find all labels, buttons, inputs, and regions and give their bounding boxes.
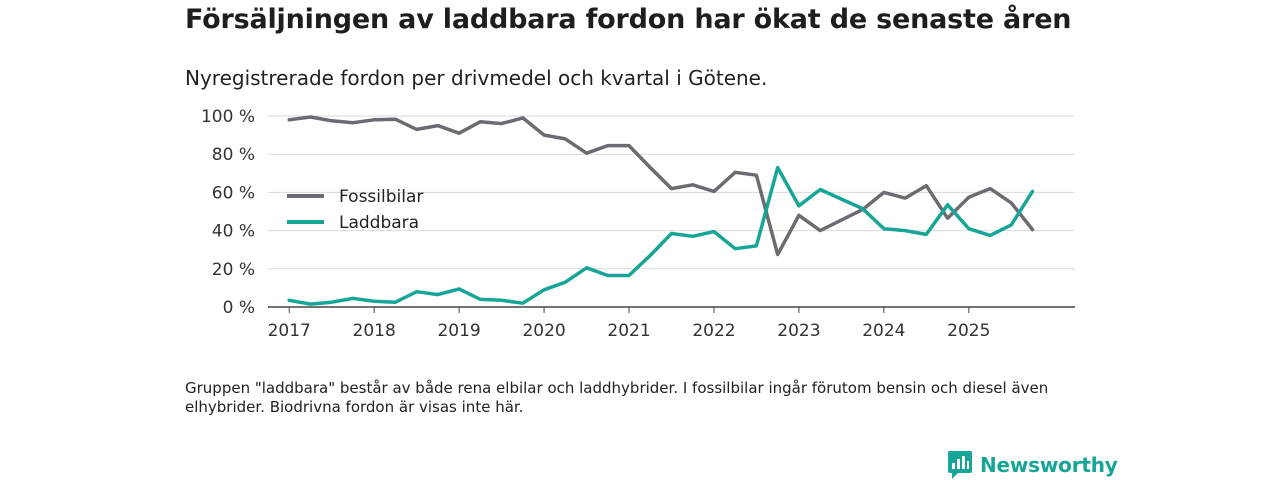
series-line-fossil (287, 115, 1035, 257)
series-lines (287, 115, 1035, 306)
y-tick-label: 60 % (212, 183, 255, 203)
y-tick-label: 0 % (223, 298, 255, 318)
legend: Fossilbilar Laddbara (287, 187, 423, 233)
x-tick-label: 2022 (692, 321, 735, 341)
x-tick-label: 2019 (437, 321, 480, 341)
chart-subtitle: Nyregistrerade fordon per drivmedel och … (185, 66, 768, 90)
x-tick-label: 2023 (777, 321, 820, 341)
x-tick-label: 2024 (862, 321, 905, 341)
x-tick-label: 2020 (522, 321, 565, 341)
x-tick-label: 2021 (607, 321, 650, 341)
x-axis-ticks: 2017 2018 2019 2020 2021 2022 2023 2024 2025 (268, 306, 1075, 341)
legend-label-laddbara: Laddbara (339, 213, 419, 233)
y-axis-ticks: 0 % 20 % 40 % 60 % 80 % 100 % (201, 107, 255, 318)
x-tick-label: 2017 (268, 321, 311, 341)
brand-logo[interactable]: Newsworthy (948, 451, 1118, 479)
x-tick-label: 2025 (947, 321, 990, 341)
footnote: Gruppen "laddbara" består av både rena e… (185, 379, 1049, 416)
line-chart: 0 % 20 % 40 % 60 % 80 % 100 % 2017 2018 2019 202… (201, 107, 1075, 341)
gridlines (268, 115, 1075, 270)
newsworthy-icon (948, 451, 972, 479)
y-tick-label: 20 % (212, 260, 255, 280)
x-tick-label: 2018 (353, 321, 396, 341)
brand-name: Newsworthy (980, 453, 1118, 477)
y-tick-label: 40 % (212, 222, 255, 242)
chart-title: Försäljningen av laddbara fordon har öka… (185, 4, 1072, 35)
legend-label-fossil: Fossilbilar (339, 187, 423, 207)
series-line-laddbara (287, 165, 1035, 306)
y-tick-label: 80 % (212, 145, 255, 165)
y-tick-label: 100 % (201, 107, 255, 127)
